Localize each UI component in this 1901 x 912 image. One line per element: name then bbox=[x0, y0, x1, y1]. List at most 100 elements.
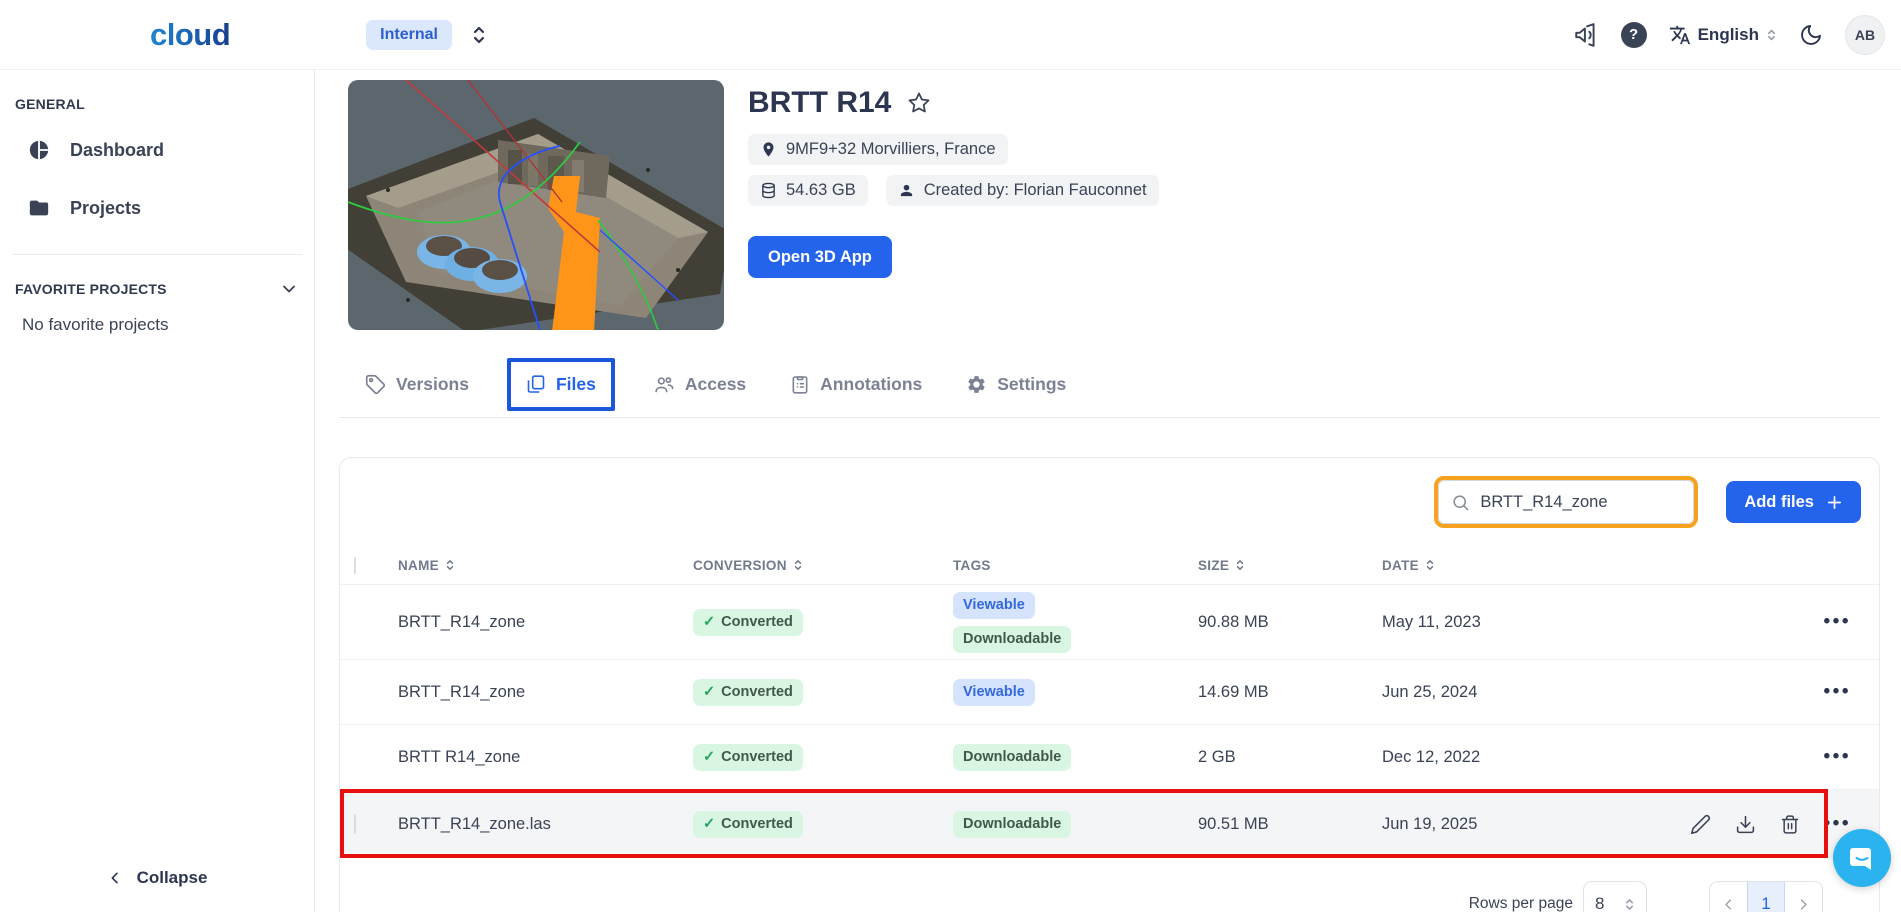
conversion-status-badge: ✓ Converted bbox=[693, 678, 803, 706]
clipboard-icon bbox=[792, 376, 808, 394]
current-page[interactable]: 1 bbox=[1747, 882, 1785, 912]
versions-tag-icon bbox=[365, 374, 386, 395]
tab-versions[interactable]: Versions bbox=[365, 374, 469, 395]
open-3d-app-button[interactable]: Open 3D App bbox=[748, 236, 892, 278]
project-tabs: Versions Files Access Annotations Settin… bbox=[339, 352, 1880, 418]
sort-icon bbox=[1236, 560, 1244, 570]
page-title: BRTT R14 bbox=[748, 86, 892, 119]
column-header-conversion[interactable]: CONVERSION bbox=[693, 558, 953, 573]
column-header-date[interactable]: DATE bbox=[1382, 558, 1709, 573]
chevron-left-icon bbox=[1725, 898, 1732, 910]
table-row-highlighted[interactable]: BRTT_R14_zone.las ✓ Converted Downloadabl… bbox=[340, 789, 1879, 858]
favorite-star-icon[interactable] bbox=[907, 91, 931, 115]
column-header-tags: TAGS bbox=[953, 557, 991, 573]
sidebar-divider bbox=[12, 254, 302, 255]
language-selector[interactable]: English bbox=[1669, 24, 1777, 46]
sort-icon bbox=[446, 560, 454, 570]
sort-icon bbox=[794, 560, 802, 570]
tab-files[interactable]: Files bbox=[526, 374, 596, 395]
tag-downloadable: Downloadable bbox=[953, 625, 1072, 653]
database-icon bbox=[762, 182, 775, 199]
file-size: 2 GB bbox=[1198, 747, 1236, 766]
tag-downloadable: Downloadable bbox=[953, 810, 1072, 838]
file-size: 90.51 MB bbox=[1198, 814, 1269, 833]
sidebar-item-projects[interactable]: Projects bbox=[0, 188, 314, 228]
dark-mode-icon[interactable] bbox=[1799, 23, 1823, 47]
pagination: 1 bbox=[1709, 881, 1823, 912]
download-button[interactable] bbox=[1735, 814, 1756, 835]
topbar: cloud Internal ? English AB bbox=[0, 0, 1901, 70]
search-input[interactable] bbox=[1480, 492, 1671, 512]
collapse-sidebar-button[interactable]: Collapse bbox=[107, 868, 207, 888]
location-pin-icon bbox=[763, 142, 774, 157]
stepper-icon bbox=[1625, 898, 1634, 910]
file-name: BRTT_R14_zone.las bbox=[398, 814, 551, 833]
workspace-badge[interactable]: Internal bbox=[366, 19, 452, 50]
app-logo: cloud bbox=[150, 16, 231, 52]
row-checkbox[interactable] bbox=[354, 813, 356, 834]
row-menu-button[interactable]: ••• bbox=[1823, 746, 1851, 767]
project-thumbnail[interactable] bbox=[348, 80, 724, 330]
files-icon bbox=[527, 375, 545, 393]
size-badge: 54.63 GB bbox=[748, 175, 868, 206]
file-date: Jun 19, 2025 bbox=[1382, 814, 1478, 833]
sort-icon bbox=[1426, 560, 1434, 570]
table-row[interactable]: BRTT_R14_zone ✓ Converted Viewable 14.69 … bbox=[340, 659, 1879, 724]
table-row[interactable]: BRTT_R14_zone ✓ Converted Viewable Downlo… bbox=[340, 584, 1879, 659]
add-files-button[interactable]: Add files bbox=[1726, 481, 1861, 523]
sidebar-section-favorites[interactable]: FAVORITE PROJECTS bbox=[15, 279, 299, 299]
search-icon bbox=[1453, 494, 1469, 510]
rows-per-page-label: Rows per page bbox=[1468, 895, 1573, 912]
tab-settings[interactable]: Settings bbox=[966, 374, 1066, 395]
column-header-name[interactable]: NAME bbox=[398, 558, 693, 573]
sidebar-item-label: Dashboard bbox=[70, 139, 165, 160]
file-name: BRTT_R14_zone bbox=[398, 612, 526, 631]
tag-downloadable: Downloadable bbox=[953, 743, 1072, 771]
conversion-status-badge: ✓ Converted bbox=[693, 810, 803, 838]
conversion-status-badge: ✓ Converted bbox=[693, 608, 803, 636]
folder-icon bbox=[29, 200, 49, 216]
workspace-switcher-icon[interactable] bbox=[472, 26, 486, 44]
person-icon bbox=[900, 184, 912, 197]
annotation-box-search bbox=[1434, 476, 1699, 528]
language-label: English bbox=[1697, 24, 1759, 44]
row-menu-button[interactable]: ••• bbox=[1823, 813, 1851, 834]
file-date: May 11, 2023 bbox=[1382, 612, 1481, 631]
edit-button[interactable] bbox=[1690, 814, 1711, 835]
tag-viewable: Viewable bbox=[953, 591, 1035, 619]
tab-annotations[interactable]: Annotations bbox=[790, 374, 922, 395]
column-header-size[interactable]: SIZE bbox=[1198, 558, 1382, 573]
table-footer: Rows per page 8 1 bbox=[340, 881, 1879, 912]
select-all-checkbox[interactable] bbox=[354, 556, 356, 574]
chat-launcher-button[interactable] bbox=[1833, 829, 1891, 887]
plus-icon bbox=[1827, 495, 1842, 509]
chevron-left-icon bbox=[111, 872, 118, 884]
pencil-icon bbox=[1690, 814, 1710, 834]
row-menu-button[interactable]: ••• bbox=[1823, 611, 1851, 632]
next-page-button[interactable] bbox=[1785, 882, 1822, 912]
chevron-down-icon bbox=[283, 285, 295, 293]
pie-chart-icon bbox=[29, 140, 49, 160]
sidebar-item-label: Projects bbox=[70, 197, 142, 218]
row-menu-button[interactable]: ••• bbox=[1823, 681, 1851, 702]
announcements-icon[interactable] bbox=[1573, 22, 1599, 48]
files-card: Add files NAME CONVERSION TAGS SIZE bbox=[339, 457, 1880, 912]
sidebar: GENERAL Dashboard Projects FAVORITE PROJ… bbox=[0, 70, 315, 912]
delete-button[interactable] bbox=[1780, 814, 1800, 835]
translate-icon bbox=[1669, 25, 1690, 44]
help-icon[interactable]: ? bbox=[1620, 21, 1647, 48]
sidebar-item-dashboard[interactable]: Dashboard bbox=[0, 130, 314, 170]
rows-per-page-select[interactable]: 8 bbox=[1583, 881, 1647, 912]
file-date: Jun 25, 2024 bbox=[1382, 682, 1478, 701]
favorites-empty-text: No favorite projects bbox=[22, 315, 169, 334]
annotation-box-files-tab: Files bbox=[506, 358, 615, 411]
previous-page-button[interactable] bbox=[1710, 882, 1747, 912]
table-header: NAME CONVERSION TAGS SIZE DATE bbox=[340, 546, 1879, 584]
location-badge: 9MF9+32 Morvilliers, France bbox=[748, 134, 1008, 165]
avatar[interactable]: AB bbox=[1845, 14, 1885, 55]
file-size: 90.88 MB bbox=[1198, 612, 1269, 631]
tab-access[interactable]: Access bbox=[653, 374, 746, 395]
chevron-right-icon bbox=[1800, 898, 1807, 910]
file-name: BRTT_R14_zone bbox=[398, 682, 526, 701]
table-row[interactable]: BRTT R14_zone ✓ Converted Downloadable 2 … bbox=[340, 724, 1879, 789]
